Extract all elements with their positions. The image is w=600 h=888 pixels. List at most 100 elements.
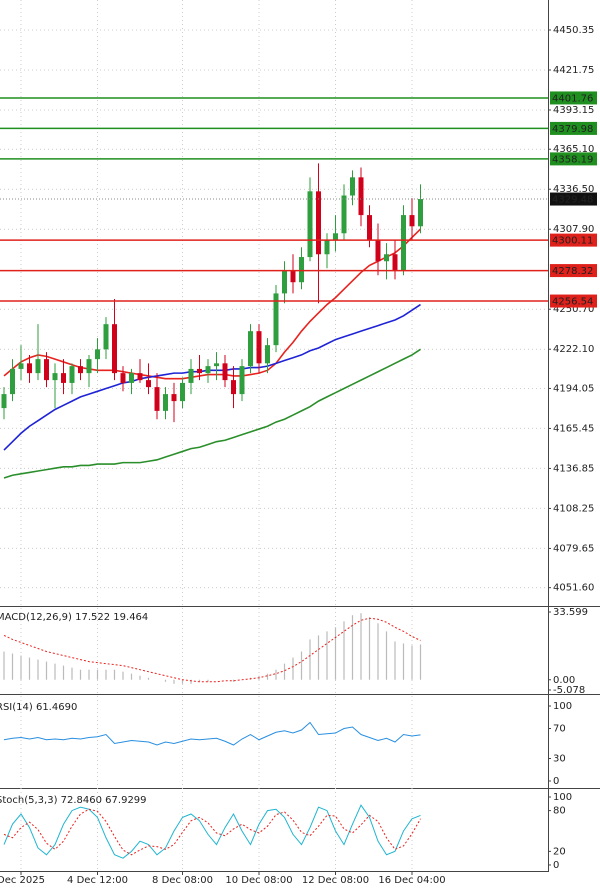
candle-body [52, 373, 58, 381]
candle-body [222, 363, 228, 381]
candle-body [324, 240, 330, 255]
candle-body [307, 191, 313, 258]
stoch-d-line [3, 808, 421, 856]
macd-title: MACD(12,26,9) 17.522 19.464 [0, 612, 148, 623]
level-label-box [550, 121, 597, 135]
y-tick-label: 4051.60 [553, 583, 594, 594]
candle-body [299, 257, 304, 283]
candle-body [290, 271, 296, 283]
y-tick-label: 0.00 [553, 675, 575, 686]
x-tick-label: Dec 2025 [0, 875, 45, 886]
candle-body [27, 363, 32, 374]
candle-body [18, 363, 24, 369]
candle-body [129, 373, 134, 383]
candle-body [231, 380, 236, 395]
candle-body [197, 368, 202, 374]
y-tick-label: -5.078 [553, 685, 585, 696]
y-tick-label: 4108.25 [553, 503, 594, 514]
candle-body [44, 359, 49, 381]
level-label: 4358.19 [552, 154, 593, 165]
candle-body [188, 368, 194, 383]
candle-body [341, 195, 347, 234]
candle-body [171, 394, 177, 402]
y-tick-label: 100 [553, 792, 572, 803]
y-tick-label: 4079.65 [553, 543, 594, 554]
candle-body [214, 363, 219, 367]
moving-average [3, 228, 422, 380]
y-tick-label: 80 [553, 806, 566, 817]
level-label: 4300.11 [552, 236, 593, 247]
candle-body [282, 271, 287, 294]
last-price-label: 4329.48 [552, 195, 593, 206]
moving-average [3, 303, 421, 451]
candle-body [103, 324, 109, 350]
candle-body [180, 382, 185, 402]
candle-body [137, 373, 143, 381]
candle-body [146, 380, 151, 388]
y-tick-label: 20 [553, 846, 566, 857]
y-tick-label: 4450.35 [553, 25, 594, 36]
candle-body [154, 387, 160, 411]
level-label: 4401.76 [552, 93, 593, 104]
y-tick-label: 0 [553, 860, 559, 871]
candle-body [95, 349, 100, 360]
y-tick-label: 4336.50 [553, 184, 594, 195]
x-tick-label: 4 Dec 12:00 [67, 875, 128, 886]
candle-body [384, 254, 389, 262]
candle-body [163, 394, 168, 411]
y-tick-label: 30 [553, 754, 566, 765]
y-tick-label: 4194.05 [553, 383, 594, 394]
candle-body [350, 177, 355, 196]
x-tick-label: 8 Dec 08:00 [152, 875, 213, 886]
y-tick-label: 4421.75 [553, 65, 594, 76]
candle-body [367, 215, 372, 241]
level-label-box [550, 294, 597, 308]
candle-body [256, 331, 262, 364]
candle-body [358, 177, 364, 216]
level-label: 4256.54 [552, 297, 593, 308]
candle-body [392, 254, 398, 272]
y-tick-label: 4136.85 [553, 463, 594, 474]
rsi-title: RSI(14) 61.4690 [0, 702, 77, 713]
candle-body [265, 345, 270, 364]
candle-body [316, 191, 321, 255]
candle-body [273, 293, 279, 346]
candle-body [248, 331, 253, 367]
candle-body [69, 366, 75, 383]
candle-body [78, 366, 83, 374]
x-tick-label: 10 Dec 08:00 [225, 875, 292, 886]
level-label-box [550, 264, 597, 278]
y-tick-label: 4222.10 [553, 344, 594, 355]
stoch-title: Stoch(5,3,3) 72.8460 67.9299 [0, 795, 147, 806]
level-label-box [550, 91, 597, 105]
candle-body [375, 240, 381, 262]
x-tick-label: 12 Dec 08:00 [302, 875, 369, 886]
y-tick-label: 70 [553, 724, 566, 735]
y-tick-label: 4365.10 [553, 144, 594, 155]
x-tick-label: 16 Dec 04:00 [378, 875, 445, 886]
y-tick-label: 4393.15 [553, 105, 594, 116]
moving-average [3, 348, 421, 479]
candle-body [86, 359, 92, 374]
macd-signal-line [3, 617, 421, 683]
candle-body [120, 373, 126, 383]
stoch-k-line [3, 804, 421, 859]
candle-body [418, 199, 423, 227]
candle-body [112, 324, 117, 374]
candle-body [1, 394, 7, 409]
candle-body [401, 215, 406, 272]
candle-body [10, 368, 15, 395]
level-label-box [550, 233, 597, 247]
y-tick-label: 4250.70 [553, 304, 594, 315]
candle-body [333, 233, 338, 241]
candle-body [409, 215, 415, 227]
candle-body [239, 366, 245, 395]
y-tick-label: 33.599 [553, 607, 588, 618]
rsi-line [3, 721, 421, 746]
last-price-box [550, 192, 597, 206]
level-label-box [550, 152, 597, 166]
y-tick-label: 4165.45 [553, 423, 594, 434]
candle-body [61, 373, 66, 383]
